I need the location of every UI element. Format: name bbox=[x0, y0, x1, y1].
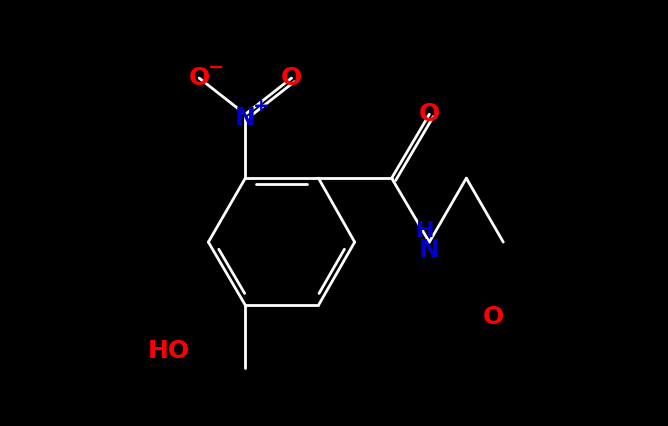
Text: O: O bbox=[483, 305, 504, 329]
Text: N: N bbox=[235, 106, 256, 130]
Text: H: H bbox=[416, 221, 435, 241]
Text: HO: HO bbox=[147, 340, 190, 363]
Text: O: O bbox=[419, 102, 440, 126]
Text: O: O bbox=[281, 66, 302, 90]
Text: N: N bbox=[419, 238, 440, 262]
Text: −: − bbox=[208, 58, 224, 77]
Text: O: O bbox=[188, 66, 210, 90]
Text: +: + bbox=[253, 97, 269, 116]
